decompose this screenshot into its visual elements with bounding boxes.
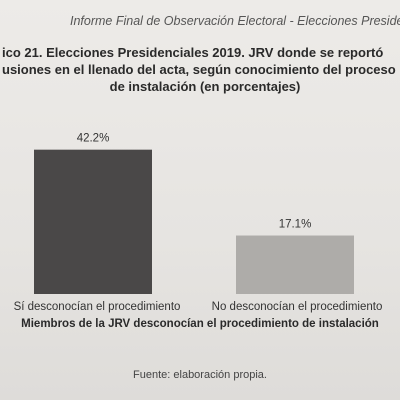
source-note: Fuente: elaboración propia. — [133, 369, 267, 381]
chart-title-line-1: ico 21. Elecciones Presidenciales 2019. … — [2, 45, 384, 60]
data-label-2: 17.1% — [279, 219, 312, 231]
chart-title-line-3: de instalación (en porcentajes) — [109, 79, 301, 94]
category-label-2: No desconocían el procedimiento — [212, 301, 383, 313]
data-label-1: 42.2% — [77, 133, 110, 145]
running-header: Informe Final de Observación Electoral -… — [70, 14, 400, 28]
chart-title-line-2: usiones en el llenado del acta, según co… — [2, 62, 396, 77]
category-label-1: Sí desconocían el procedimiento — [14, 301, 181, 313]
bar-chart: 42.2% Sí desconocían el procedimiento 17.1… — [14, 133, 383, 313]
bar-1 — [34, 149, 152, 294]
x-axis-title: Miembros de la JRV desconocían el proced… — [21, 318, 379, 330]
bar-2 — [236, 235, 354, 294]
chart-title: ico 21. Elecciones Presidenciales 2019. … — [0, 44, 400, 95]
